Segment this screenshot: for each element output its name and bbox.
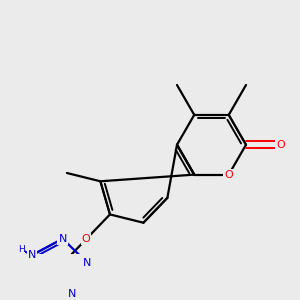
Text: N: N (83, 258, 92, 268)
Text: N: N (28, 250, 36, 260)
Text: N: N (68, 289, 76, 299)
Text: N: N (58, 234, 67, 244)
Text: H: H (18, 245, 25, 254)
Text: O: O (224, 169, 233, 180)
Text: O: O (276, 140, 285, 150)
Text: O: O (82, 234, 90, 244)
